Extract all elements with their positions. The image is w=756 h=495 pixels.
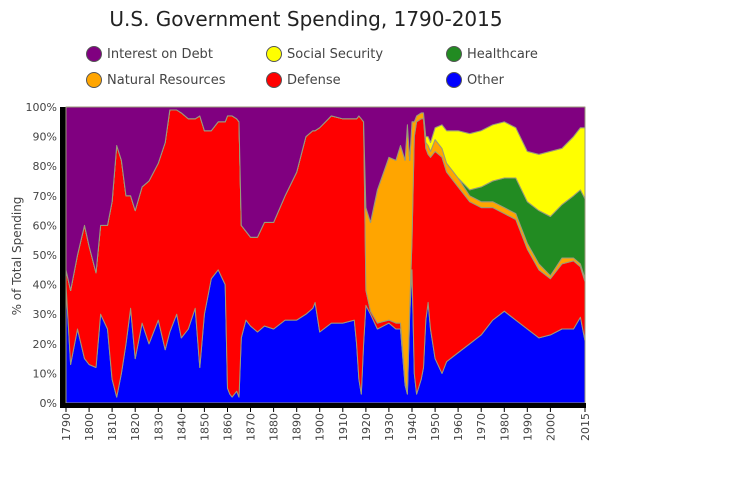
x-tick-label: 1890 <box>291 413 304 441</box>
x-axis-line <box>60 403 586 408</box>
x-tick-label: 1920 <box>360 413 373 441</box>
y-tick-label: 40% <box>33 279 57 292</box>
legend-label-natural-resources: Natural Resources <box>107 72 226 88</box>
x-tick-label: 1950 <box>429 413 442 441</box>
x-ticks: 1790 1800 1810 1820 1830 1840 1850 1860 1870 1880… <box>60 408 592 441</box>
chart-title: U.S. Government Spending, 1790-2015 <box>109 7 503 31</box>
y-tick-label: 60% <box>33 219 57 232</box>
x-tick-label: 1930 <box>383 413 396 441</box>
x-tick-label: 1850 <box>198 413 211 441</box>
x-tick-label: 1800 <box>83 413 96 441</box>
legend-swatch-defense <box>266 72 282 88</box>
legend-swatch-social-security <box>266 46 282 62</box>
legend-label-social-security: Social Security <box>287 46 384 62</box>
legend-swatch-natural-resources <box>86 72 102 88</box>
y-axis-label: % of Total Spending <box>10 197 24 316</box>
x-tick-label: 1860 <box>222 413 235 441</box>
legend-swatch-interest-on-debt <box>86 46 102 62</box>
x-tick-label: 1810 <box>106 413 119 441</box>
legend-item-healthcare[interactable]: Healthcare <box>446 46 538 62</box>
x-tick-label: 2015 <box>579 413 592 441</box>
x-tick-label: 1960 <box>452 413 465 441</box>
x-tick-label: 1840 <box>175 413 188 441</box>
legend-swatch-healthcare <box>446 46 462 62</box>
x-tick-label: 1870 <box>245 413 258 441</box>
y-tick-label: 0% <box>40 397 57 410</box>
legend-item-defense[interactable]: Defense <box>266 72 341 88</box>
y-axis-line <box>60 107 66 408</box>
legend-swatch-other <box>446 72 462 88</box>
legend-item-other[interactable]: Other <box>446 72 504 88</box>
y-tick-label: 20% <box>33 338 57 351</box>
x-tick-label: 1830 <box>152 413 165 441</box>
legend-item-natural-resources[interactable]: Natural Resources <box>86 72 225 88</box>
legend-label-defense: Defense <box>287 72 341 88</box>
legend-label-healthcare: Healthcare <box>467 46 538 62</box>
x-tick-label: 1880 <box>268 413 281 441</box>
y-tick-label: 70% <box>33 190 57 203</box>
legend-label-interest-on-debt: Interest on Debt <box>107 46 213 62</box>
area-interest-on-debt[interactable] <box>65 106 586 291</box>
y-ticks: 0% 10% 20% 30% 40% 50% 60% 70% 80% 90% 100% <box>26 101 57 410</box>
x-tick-label: 2000 <box>544 413 557 441</box>
chart-legend: Interest on Debt Social Security Healthc… <box>86 46 606 98</box>
area-layers <box>65 106 586 404</box>
x-tick-label: 1900 <box>314 413 327 441</box>
x-tick-label: 1940 <box>406 413 419 441</box>
y-tick-label: 50% <box>33 249 57 262</box>
y-tick-label: 80% <box>33 160 57 173</box>
x-tick-label: 1790 <box>60 413 73 441</box>
x-tick-label: 1820 <box>129 413 142 441</box>
legend-item-social-security[interactable]: Social Security <box>266 46 383 62</box>
y-tick-label: 30% <box>33 308 57 321</box>
y-tick-label: 100% <box>26 101 57 114</box>
x-tick-label: 1980 <box>498 413 511 441</box>
x-tick-label: 1910 <box>337 413 350 441</box>
x-tick-label: 1970 <box>475 413 488 441</box>
y-tick-label: 90% <box>33 131 57 144</box>
y-tick-label: 10% <box>33 367 57 380</box>
x-tick-label: 1990 <box>521 413 534 441</box>
legend-item-interest-on-debt[interactable]: Interest on Debt <box>86 46 213 62</box>
legend-label-other: Other <box>467 72 504 88</box>
